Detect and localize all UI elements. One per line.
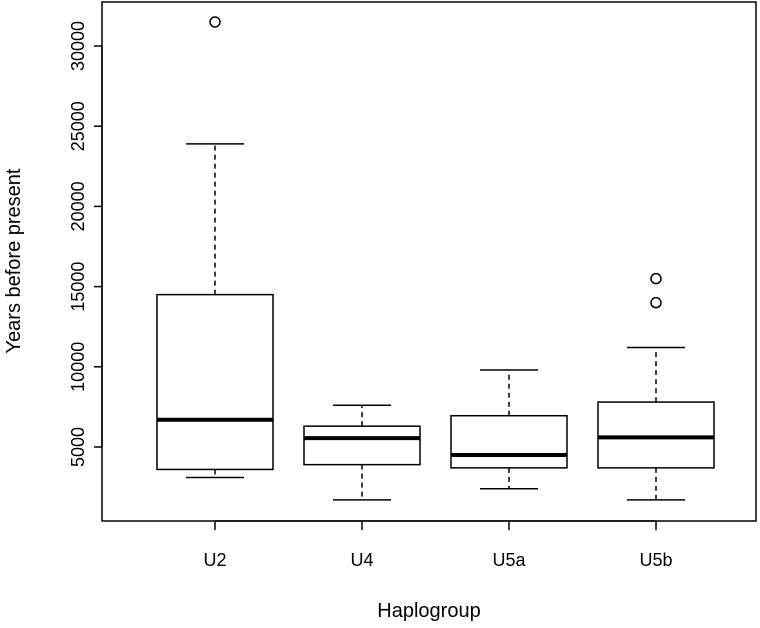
y-tick-label: 15000: [68, 262, 88, 312]
box-U5b: [597, 272, 715, 501]
y-tick-label: 10000: [68, 342, 88, 392]
iqr-box: [597, 401, 715, 469]
y-tick-label: 30000: [68, 21, 88, 71]
box-U4: [303, 404, 421, 501]
y-tick-label: 5000: [68, 427, 88, 467]
x-axis: U2 U4 U5a U5b: [203, 520, 673, 570]
iqr-box: [156, 293, 274, 471]
box-U2: [156, 16, 274, 479]
box-U5a: [450, 369, 568, 490]
y-axis-title: Years before present: [3, 168, 25, 353]
y-tick-label: 20000: [68, 181, 88, 231]
iqr-box: [450, 414, 568, 469]
iqr-box: [303, 425, 421, 466]
outlier-point: [650, 272, 662, 285]
outlier-point: [650, 296, 662, 309]
outlier-point: [209, 16, 221, 28]
boxes: [156, 16, 715, 501]
y-tick-label: 25000: [68, 101, 88, 151]
x-axis-title: Haplogroup: [377, 600, 480, 622]
x-tick-label: U5b: [639, 550, 672, 570]
x-tick-label: U4: [350, 550, 373, 570]
y-axis: 5000 10000 15000 20000 25000 30000: [68, 21, 103, 467]
x-tick-label: U2: [203, 550, 226, 570]
x-tick-label: U5a: [492, 550, 526, 570]
